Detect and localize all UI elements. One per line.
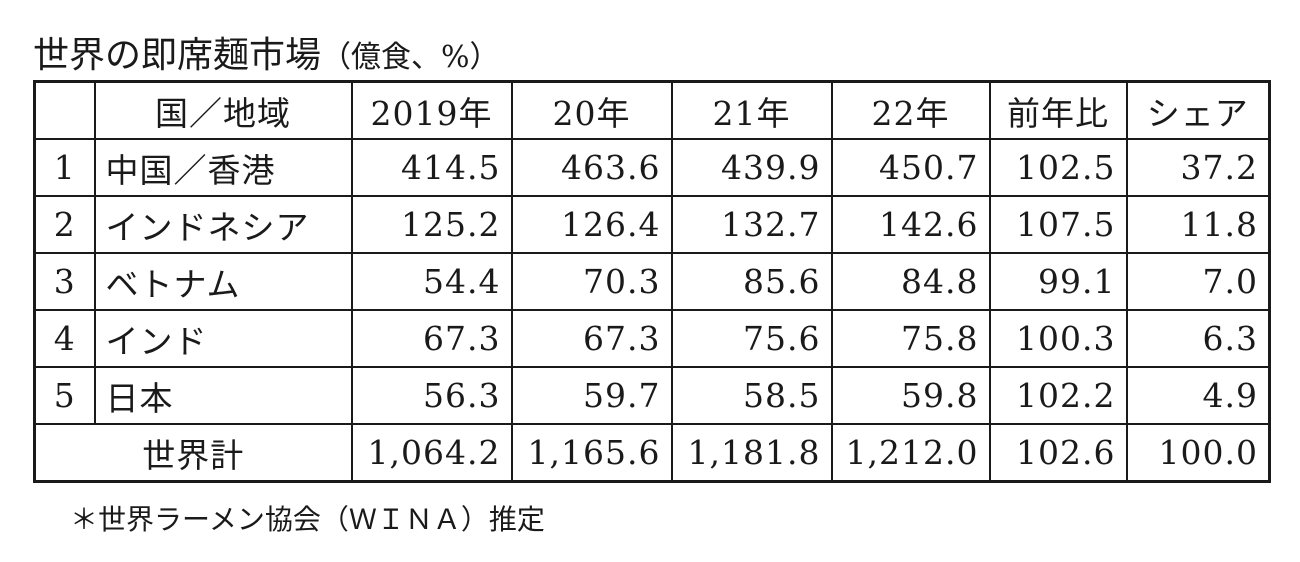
value-cell: 132.7 [670, 195, 833, 254]
rank-cell: 1 [33, 138, 96, 197]
country-cell: インド [93, 309, 353, 368]
title-line: 世界の即席麺市場（億食、%） [33, 26, 500, 78]
value-cell: 70.3 [510, 252, 673, 311]
value-cell: 126.4 [510, 195, 673, 254]
value-cell: 85.6 [670, 252, 833, 311]
value-cell: 450.7 [830, 138, 991, 197]
header-cell: シェア [1125, 80, 1271, 140]
table-row: 5 日本 56.3 59.7 58.5 59.8 102.2 4.9 [33, 366, 1271, 425]
table-row: 1 中国／香港 414.5 463.6 439.9 450.7 102.5 37.2 [33, 138, 1271, 197]
total-cell: 100.0 [1125, 423, 1271, 483]
value-cell: 75.6 [670, 309, 833, 368]
value-cell: 75.8 [830, 309, 991, 368]
total-cell: 1,064.2 [350, 423, 513, 483]
country-cell: 日本 [93, 366, 353, 425]
rank-cell: 4 [33, 309, 96, 368]
table-body: 国／地域 2019年 20年 21年 22年 前年比 シェア 1 中国／香港 414.5 463.6… [33, 80, 1271, 483]
total-cell: 102.6 [988, 423, 1128, 483]
rank-cell: 3 [33, 252, 96, 311]
total-label: 世界計 [33, 423, 353, 483]
value-cell: 414.5 [350, 138, 513, 197]
header-cell: 20年 [510, 80, 673, 140]
header-row: 国／地域 2019年 20年 21年 22年 前年比 シェア [33, 80, 1271, 140]
value-cell: 37.2 [1125, 138, 1271, 197]
table-row: 3 ベトナム 54.4 70.3 85.6 84.8 99.1 7.0 [33, 252, 1271, 311]
value-cell: 125.2 [350, 195, 513, 254]
rank-cell: 5 [33, 366, 96, 425]
data-table: 国／地域 2019年 20年 21年 22年 前年比 シェア 1 中国／香港 414.5 463.6… [33, 80, 1271, 483]
header-cell: 22年 [830, 80, 991, 140]
table-row: 2 インドネシア 125.2 126.4 132.7 142.6 107.5 11.8 [33, 195, 1271, 254]
value-cell: 56.3 [350, 366, 513, 425]
value-cell: 102.2 [988, 366, 1128, 425]
country-cell: 中国／香港 [93, 138, 353, 197]
value-cell: 67.3 [510, 309, 673, 368]
value-cell: 59.7 [510, 366, 673, 425]
header-cell: 国／地域 [93, 80, 353, 140]
value-cell: 439.9 [670, 138, 833, 197]
value-cell: 67.3 [350, 309, 513, 368]
title: 世界の即席麺市場 [33, 35, 322, 76]
value-cell: 463.6 [510, 138, 673, 197]
country-cell: ベトナム [93, 252, 353, 311]
total-cell: 1,165.6 [510, 423, 673, 483]
value-cell: 142.6 [830, 195, 991, 254]
country-cell: インドネシア [93, 195, 353, 254]
note: ＊世界ラーメン協会（ＷＩＮＡ）推定 [70, 503, 545, 536]
table-row: 4 インド 67.3 67.3 75.6 75.8 100.3 6.3 [33, 309, 1271, 368]
value-cell: 84.8 [830, 252, 991, 311]
value-cell: 59.8 [830, 366, 991, 425]
value-cell: 4.9 [1125, 366, 1271, 425]
value-cell: 11.8 [1125, 195, 1271, 254]
total-cell: 1,212.0 [830, 423, 991, 483]
header-corner [33, 80, 96, 140]
value-cell: 99.1 [988, 252, 1128, 311]
value-cell: 102.5 [988, 138, 1128, 197]
rank-cell: 2 [33, 195, 96, 254]
header-cell: 2019年 [350, 80, 513, 140]
value-cell: 58.5 [670, 366, 833, 425]
value-cell: 54.4 [350, 252, 513, 311]
total-cell: 1,181.8 [670, 423, 833, 483]
header-cell: 21年 [670, 80, 833, 140]
value-cell: 107.5 [988, 195, 1128, 254]
total-row: 世界計 1,064.2 1,165.6 1,181.8 1,212.0 102.6 100.… [33, 423, 1271, 483]
value-cell: 7.0 [1125, 252, 1271, 311]
unit: （億食、%） [321, 40, 500, 75]
value-cell: 6.3 [1125, 309, 1271, 368]
value-cell: 100.3 [988, 309, 1128, 368]
header-cell: 前年比 [988, 80, 1128, 140]
